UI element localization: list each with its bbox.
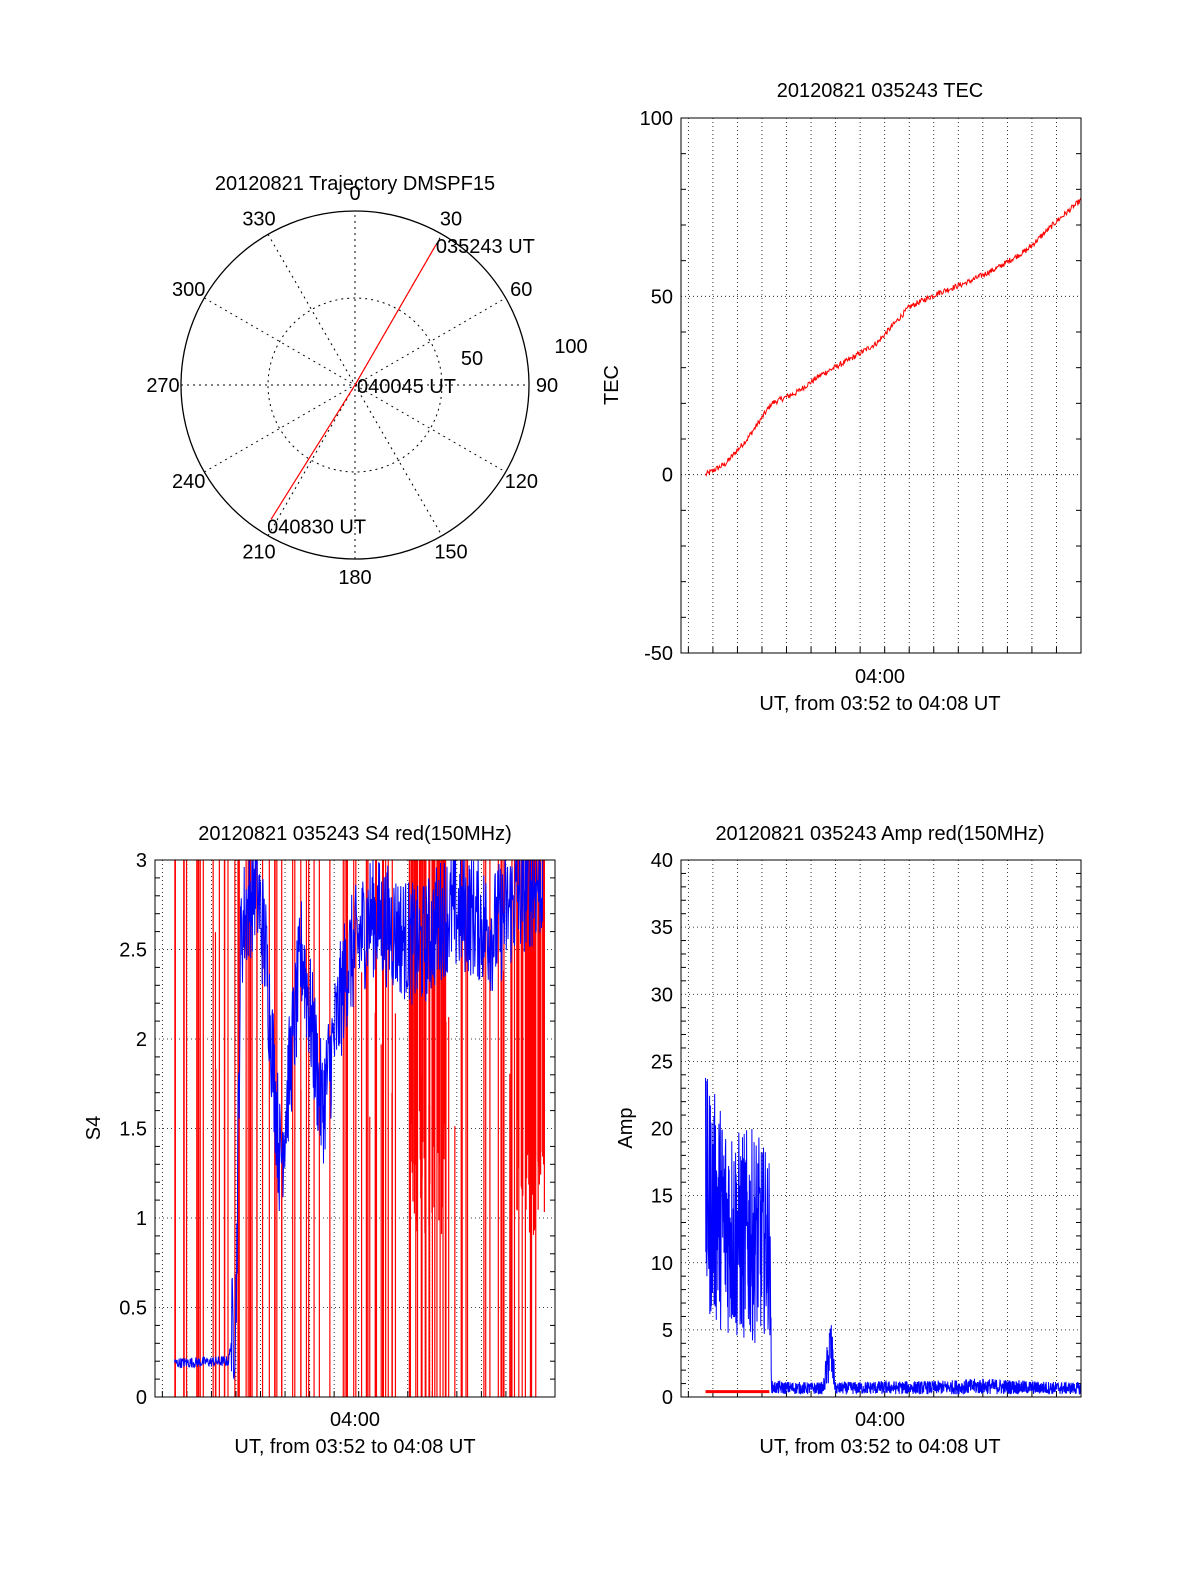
- trajectory-annotation: 035243 UT: [436, 236, 535, 258]
- amp-y-tick-label: 35: [651, 917, 673, 939]
- s4-y-tick-label: 0.5: [119, 1298, 147, 1320]
- s4-y-tick-label: 0: [136, 1387, 147, 1409]
- polar-angle-label: 240: [172, 471, 205, 493]
- amp-y-tick-label: 20: [651, 1119, 673, 1141]
- polar-angle-label: 210: [242, 541, 275, 563]
- polar-angle-label: 300: [172, 279, 205, 301]
- polar-radius-label: 100: [554, 336, 587, 358]
- s4-x-tick-label: 04:00: [330, 1409, 380, 1431]
- amp-y-tick-label: 40: [651, 850, 673, 872]
- amp-x-tick-label: 04:00: [855, 1409, 905, 1431]
- amp-y-tick-label: 15: [651, 1186, 673, 1208]
- s4-chart: 20120821 035243 S4 red(150MHz) 0 0.5 1 1.5 2…: [83, 823, 556, 1458]
- amp-y-tick-label: 30: [651, 984, 673, 1006]
- amp-y-tick-label: 5: [662, 1320, 673, 1342]
- tec-y-ticks: -50 0 50 100: [640, 108, 673, 665]
- tec-title: 20120821 035243 TEC: [777, 80, 983, 102]
- tec-x-tick-label: 04:00: [855, 666, 905, 688]
- s4-y-tick-label: 2: [136, 1029, 147, 1051]
- tec-y-axis-label: TEC: [601, 365, 623, 405]
- tec-line: [705, 197, 1082, 477]
- polar-inner-circle: [267, 297, 443, 473]
- s4-y-tick-label: 2.5: [119, 940, 147, 962]
- s4-y-ticks: 0 0.5 1 1.5 2 2.5 3: [119, 850, 147, 1409]
- polar-angle-label: 120: [505, 471, 538, 493]
- trajectory-annotation: 040830 UT: [267, 516, 366, 538]
- polar-radius-labels: 50 100: [461, 336, 588, 370]
- s4-title: 20120821 035243 S4 red(150MHz): [198, 823, 512, 845]
- amp-y-tick-label: 25: [651, 1051, 673, 1073]
- polar-angle-labels: 0 30 60 90 120 150 180 210 240 270 300 330: [146, 183, 558, 589]
- tec-series: [705, 197, 1082, 477]
- tec-y-tick-label: -50: [644, 643, 673, 665]
- s4-series: [174, 859, 545, 1397]
- s4-blue-line: [174, 859, 544, 1380]
- s4-x-axis-label: UT, from 03:52 to 04:08 UT: [234, 1436, 475, 1458]
- amp-y-axis-label: Amp: [615, 1107, 637, 1148]
- s4-plot-frame: [154, 859, 556, 1398]
- amp-blue-line: [705, 1077, 1082, 1395]
- amp-series: [705, 1077, 1082, 1395]
- trajectory-annotation: 040045 UT: [357, 376, 456, 398]
- polar-angle-label: 30: [440, 209, 462, 231]
- tec-chart: 20120821 035243 TEC -50 0 50 100 04:00 UT, …: [601, 80, 1082, 715]
- tec-y-tick-label: 0: [662, 465, 673, 487]
- amp-chart: 20120821 035243 Amp red(150MHz) 0 5 10 15 20…: [615, 823, 1082, 1458]
- tec-y-tick-label: 50: [651, 286, 673, 308]
- polar-angle-label: 60: [510, 279, 532, 301]
- polar-angle-label: 270: [146, 375, 179, 397]
- amp-plot-frame: [680, 859, 1082, 1398]
- trajectory-annotations: 035243 UT 040045 UT 040830 UT: [267, 236, 535, 538]
- polar-angle-label: 150: [434, 541, 467, 563]
- amp-y-tick-label: 10: [651, 1253, 673, 1275]
- trajectory-line: [270, 244, 437, 520]
- s4-y-tick-label: 3: [136, 850, 147, 872]
- polar-radius-label: 50: [461, 348, 483, 370]
- polar-angle-label: 180: [338, 567, 371, 589]
- amp-y-tick-label: 0: [662, 1387, 673, 1409]
- polar-angle-label: 330: [242, 209, 275, 231]
- amp-title: 20120821 035243 Amp red(150MHz): [715, 823, 1044, 845]
- s4-y-tick-label: 1.5: [119, 1119, 147, 1141]
- s4-y-axis-label: S4: [83, 1116, 105, 1140]
- tec-x-axis-label: UT, from 03:52 to 04:08 UT: [759, 693, 1000, 715]
- tec-y-tick-label: 100: [640, 108, 673, 130]
- tec-grid: [681, 117, 1082, 654]
- polar-angle-label: 90: [536, 375, 558, 397]
- amp-x-axis-label: UT, from 03:52 to 04:08 UT: [759, 1436, 1000, 1458]
- amp-y-ticks: 0 5 10 15 20 25 30 35 40: [651, 850, 673, 1409]
- polar-trajectory-chart: 20120821 Trajectory DMSPF15 0 30 60 90 120 15…: [146, 173, 587, 589]
- polar-angle-label: 0: [349, 183, 360, 205]
- tec-plot-frame: [680, 117, 1082, 654]
- s4-y-tick-label: 1: [136, 1208, 147, 1230]
- polar-title: 20120821 Trajectory DMSPF15: [215, 173, 495, 195]
